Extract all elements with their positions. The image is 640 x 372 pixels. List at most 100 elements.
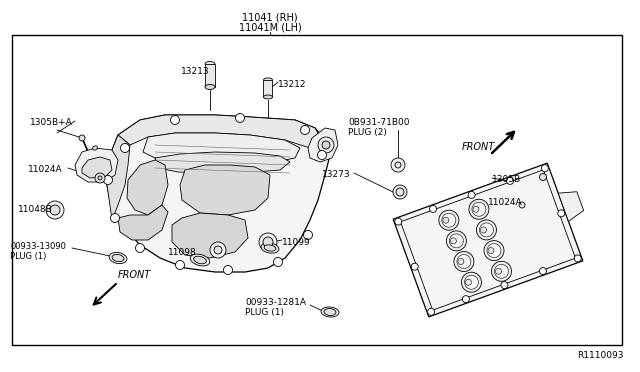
- Circle shape: [501, 282, 508, 289]
- Polygon shape: [118, 115, 330, 155]
- Circle shape: [472, 202, 486, 216]
- Text: 11048B: 11048B: [18, 205, 52, 214]
- Text: 11041M (LH): 11041M (LH): [239, 22, 301, 32]
- Circle shape: [465, 275, 479, 289]
- Circle shape: [273, 257, 282, 266]
- Circle shape: [473, 206, 479, 212]
- Circle shape: [210, 242, 226, 258]
- Circle shape: [443, 217, 449, 223]
- Circle shape: [457, 254, 471, 269]
- Circle shape: [468, 192, 475, 198]
- Ellipse shape: [205, 61, 215, 67]
- Text: 00933-13090: 00933-13090: [10, 242, 66, 251]
- Circle shape: [461, 272, 481, 292]
- Circle shape: [395, 162, 401, 168]
- Circle shape: [484, 241, 504, 261]
- Circle shape: [120, 144, 129, 153]
- Circle shape: [170, 115, 179, 125]
- Ellipse shape: [264, 78, 273, 82]
- Ellipse shape: [109, 252, 127, 264]
- Circle shape: [481, 227, 486, 233]
- Text: PLUG (2): PLUG (2): [348, 128, 387, 137]
- Text: FRONT: FRONT: [118, 270, 151, 280]
- Circle shape: [540, 267, 547, 275]
- Circle shape: [439, 210, 459, 230]
- Bar: [12, 35, 622, 345]
- Circle shape: [391, 158, 405, 172]
- Circle shape: [451, 238, 456, 244]
- Circle shape: [462, 296, 469, 303]
- Circle shape: [95, 173, 105, 183]
- Polygon shape: [401, 170, 575, 310]
- Circle shape: [236, 113, 244, 122]
- Circle shape: [507, 177, 514, 185]
- Circle shape: [558, 210, 564, 217]
- Polygon shape: [180, 165, 270, 215]
- Circle shape: [303, 231, 312, 240]
- Circle shape: [429, 205, 436, 212]
- Circle shape: [495, 268, 502, 274]
- Ellipse shape: [324, 308, 336, 315]
- Circle shape: [175, 260, 184, 269]
- Circle shape: [574, 255, 581, 262]
- Polygon shape: [393, 163, 583, 317]
- Polygon shape: [558, 192, 584, 221]
- Circle shape: [540, 173, 547, 180]
- Circle shape: [469, 199, 489, 219]
- Circle shape: [428, 308, 435, 315]
- Circle shape: [136, 244, 145, 253]
- Circle shape: [458, 259, 464, 264]
- Polygon shape: [118, 205, 168, 240]
- Text: 11024A: 11024A: [28, 165, 63, 174]
- Ellipse shape: [264, 245, 276, 251]
- Circle shape: [46, 201, 64, 219]
- Ellipse shape: [194, 256, 206, 264]
- Polygon shape: [127, 160, 168, 215]
- Ellipse shape: [190, 254, 210, 266]
- Circle shape: [50, 205, 60, 215]
- Circle shape: [214, 246, 222, 254]
- Circle shape: [396, 188, 404, 196]
- Polygon shape: [107, 115, 330, 272]
- Ellipse shape: [261, 243, 279, 253]
- Polygon shape: [155, 152, 290, 173]
- Circle shape: [476, 220, 497, 240]
- Ellipse shape: [93, 146, 97, 150]
- Circle shape: [223, 266, 232, 275]
- Polygon shape: [172, 213, 248, 258]
- Circle shape: [479, 223, 493, 237]
- Text: 13212: 13212: [278, 80, 307, 89]
- Circle shape: [454, 251, 474, 272]
- Circle shape: [104, 176, 113, 185]
- Circle shape: [495, 264, 509, 278]
- Circle shape: [322, 141, 330, 149]
- Circle shape: [492, 261, 511, 281]
- Ellipse shape: [205, 84, 215, 90]
- Ellipse shape: [264, 95, 273, 99]
- Text: 0B931-71B00: 0B931-71B00: [348, 118, 410, 127]
- Circle shape: [79, 135, 85, 141]
- Circle shape: [393, 185, 407, 199]
- Text: 11099: 11099: [282, 238, 311, 247]
- Circle shape: [111, 214, 120, 222]
- Circle shape: [412, 263, 418, 270]
- Circle shape: [541, 165, 548, 172]
- Text: PLUG (1): PLUG (1): [245, 308, 284, 317]
- Circle shape: [259, 233, 277, 251]
- Text: 1305B+A: 1305B+A: [30, 118, 73, 127]
- Polygon shape: [205, 64, 215, 87]
- Text: R1110093: R1110093: [577, 351, 624, 360]
- Circle shape: [317, 151, 326, 160]
- Text: 11098: 11098: [168, 248, 196, 257]
- Circle shape: [465, 279, 472, 285]
- Ellipse shape: [321, 307, 339, 317]
- Circle shape: [98, 176, 102, 180]
- Polygon shape: [264, 80, 273, 97]
- Circle shape: [442, 213, 456, 227]
- Circle shape: [263, 237, 273, 247]
- Circle shape: [318, 137, 334, 153]
- Text: 00933-1281A: 00933-1281A: [245, 298, 306, 307]
- Text: 11041 (RH): 11041 (RH): [242, 12, 298, 22]
- Circle shape: [488, 248, 494, 254]
- Circle shape: [519, 202, 525, 208]
